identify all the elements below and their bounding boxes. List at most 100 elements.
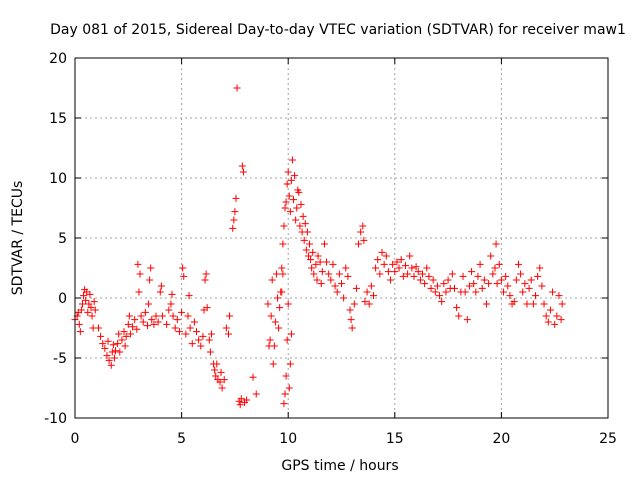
data-point (133, 325, 141, 333)
data-point (502, 272, 510, 280)
data-point (412, 263, 420, 271)
data-point (179, 264, 187, 272)
data-point (470, 280, 478, 288)
data-point (465, 282, 473, 290)
data-point (206, 348, 214, 356)
data-point (165, 306, 173, 314)
data-point (82, 296, 90, 304)
data-point (180, 272, 188, 280)
data-point (182, 330, 190, 338)
data-point (406, 252, 414, 260)
data-point (557, 316, 565, 324)
data-point (295, 188, 303, 196)
data-point (438, 298, 446, 306)
data-point (347, 316, 355, 324)
data-point (195, 336, 203, 344)
data-point (329, 260, 337, 268)
data-point (427, 284, 435, 292)
data-point (285, 384, 293, 392)
data-point (80, 292, 88, 300)
data-point (365, 300, 373, 308)
x-tick-label: 0 (71, 431, 80, 447)
data-point (519, 288, 527, 296)
data-point (114, 340, 122, 348)
data-point (276, 304, 284, 312)
axes: 0 5 10 15 20 25 -10 -5 0 5 10 15 20 (44, 51, 617, 447)
data-point (316, 258, 324, 266)
data-point (87, 304, 95, 312)
data-point (391, 268, 399, 276)
data-point (207, 330, 215, 338)
data-point (525, 284, 533, 292)
data-point (243, 396, 251, 404)
data-point (355, 240, 363, 248)
data-point (237, 395, 245, 403)
data-point (442, 288, 450, 296)
data-point (218, 384, 226, 392)
data-point (147, 264, 155, 272)
data-point (487, 252, 495, 260)
data-point (279, 270, 287, 278)
data-point (303, 228, 311, 236)
data-point (283, 180, 291, 188)
data-point (527, 276, 535, 284)
data-point (485, 280, 493, 288)
data-point (137, 312, 145, 320)
data-point (287, 330, 295, 338)
data-point (112, 347, 120, 355)
data-point (306, 240, 314, 248)
data-point (555, 292, 563, 300)
data-point (510, 298, 518, 306)
data-point (274, 294, 282, 302)
data-point (323, 258, 331, 266)
data-point (288, 156, 296, 164)
data-point (419, 270, 427, 278)
data-point (126, 330, 134, 338)
data-point (461, 288, 469, 296)
data-point (310, 270, 318, 278)
data-point (476, 260, 484, 268)
data-point (300, 236, 308, 244)
data-point (372, 264, 380, 272)
data-point (249, 373, 257, 381)
data-point (440, 280, 448, 288)
data-point (500, 288, 508, 296)
data-point (91, 306, 99, 314)
data-point (236, 401, 244, 409)
data-point (367, 282, 375, 290)
x-axis-label: GPS time / hours (281, 458, 398, 474)
data-point (512, 276, 520, 284)
data-point (333, 288, 341, 296)
data-point (463, 316, 471, 324)
data-point (346, 306, 354, 314)
data-point (514, 260, 522, 268)
data-point (86, 290, 94, 298)
data-point (416, 276, 424, 284)
data-point (338, 280, 345, 288)
data-point (317, 280, 325, 288)
data-point (101, 344, 109, 352)
data-point (549, 288, 557, 296)
data-point (397, 256, 405, 264)
data-point (145, 300, 153, 308)
data-point (107, 361, 115, 369)
data-point (408, 264, 416, 272)
data-point (301, 220, 309, 228)
data-point (450, 284, 458, 292)
data-point (281, 390, 289, 398)
data-point (292, 216, 300, 224)
data-point (152, 312, 160, 320)
data-point (139, 318, 147, 326)
data-point (171, 324, 179, 332)
data-point (342, 264, 350, 272)
data-point (220, 376, 228, 384)
data-point (168, 290, 176, 298)
data-point (350, 300, 358, 308)
x-tick-label: 25 (599, 431, 617, 447)
data-point (270, 342, 278, 350)
data-point (404, 270, 412, 278)
data-point (304, 252, 312, 260)
data-point (193, 328, 201, 336)
data-point (538, 282, 546, 290)
